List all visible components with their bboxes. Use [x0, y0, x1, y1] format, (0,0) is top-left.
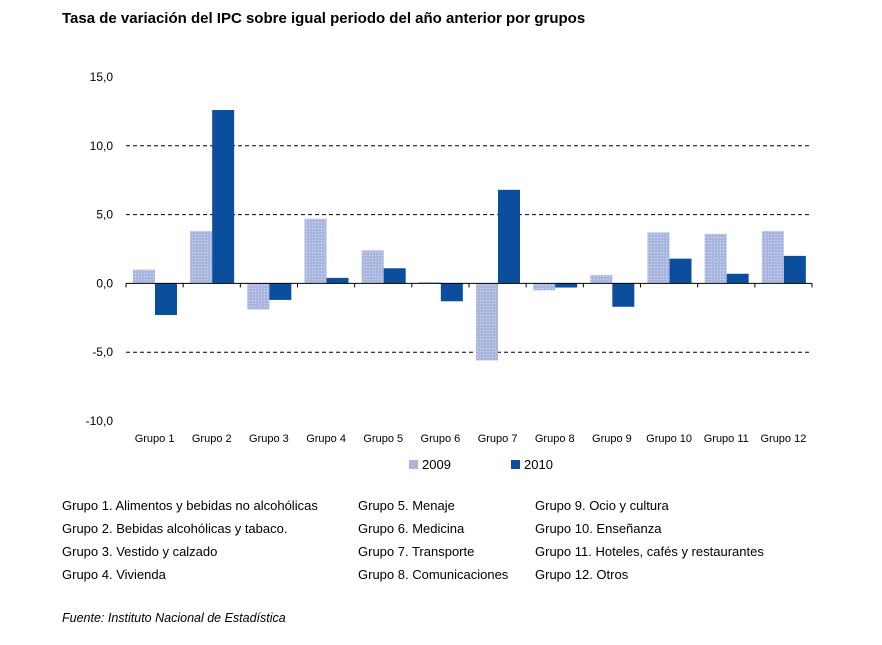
- bar-2010-grupo-9: [612, 283, 635, 307]
- notes-column-2: Grupo 5. Menaje Grupo 6. Medicina Grupo …: [358, 497, 508, 589]
- note-item: Grupo 4. Vivienda: [62, 567, 166, 582]
- bar-2010-grupo-7: [498, 189, 520, 284]
- bar-2010-grupo-10: [669, 258, 692, 284]
- bar-2009-grupo-2: [190, 231, 213, 284]
- x-tick-label: Grupo 5: [363, 433, 403, 445]
- y-tick-label: 10,0: [90, 139, 114, 153]
- y-axis-ticks: 15,0 10,0 5,0 0,0 -5,0 -10,0: [86, 70, 114, 428]
- bar-2010-grupo-12: [783, 255, 806, 284]
- bar-2009-grupo-8: [533, 283, 556, 291]
- notes-column-3: Grupo 9. Ocio y cultura Grupo 10. Enseña…: [535, 497, 764, 589]
- x-tick-label: Grupo 11: [704, 433, 749, 445]
- bar-2010-grupo-3: [269, 283, 292, 300]
- x-tick-label: Grupo 8: [535, 433, 575, 445]
- legend-swatch-2010: [511, 460, 520, 469]
- bar-2009-grupo-7: [476, 283, 498, 361]
- x-tick-label: Grupo 4: [306, 433, 346, 445]
- legend-item-2009: 2009: [409, 457, 451, 472]
- chart-title: Tasa de variación del IPC sobre igual pe…: [62, 10, 586, 27]
- y-tick-label: -5,0: [92, 345, 113, 359]
- legend-item-2010: 2010: [511, 457, 553, 472]
- x-tick-label: Grupo 2: [192, 433, 232, 445]
- notes-column-1: Grupo 1. Alimentos y bebidas no alcohóli…: [62, 497, 318, 589]
- legend-swatch-2009: [409, 460, 418, 469]
- bar-2009-grupo-1: [133, 269, 155, 284]
- x-axis-labels: Grupo 1 Grupo 2 Grupo 3 Grupo 4 Grupo 5 Grupo…: [135, 433, 807, 445]
- y-tick-label: 5,0: [96, 208, 113, 222]
- bar-2010-grupo-4: [326, 277, 349, 284]
- bar-2009-grupo-6: [418, 282, 441, 284]
- note-item: Grupo 10. Enseñanza: [535, 521, 662, 536]
- legend-label-2010: 2010: [524, 457, 553, 472]
- bar-2010-grupo-1: [155, 283, 177, 316]
- bar-2010-grupo-6: [440, 283, 463, 302]
- source-note: Fuente: Instituto Nacional de Estadístic…: [62, 611, 286, 625]
- bars: [133, 110, 806, 361]
- bar-2009-grupo-12: [761, 231, 784, 284]
- bar-2009-grupo-11: [704, 233, 727, 284]
- bar-2009-grupo-9: [590, 275, 613, 284]
- note-item: Grupo 1. Alimentos y bebidas no alcohóli…: [62, 498, 318, 513]
- note-item: Grupo 8. Comunicaciones: [358, 567, 509, 582]
- bar-2009-grupo-3: [247, 283, 270, 310]
- bar-2010-grupo-8: [555, 283, 578, 288]
- x-tick-label: Grupo 12: [760, 433, 806, 445]
- note-item: Grupo 12. Otros: [535, 567, 629, 582]
- y-tick-label: 15,0: [90, 70, 114, 84]
- note-item: Grupo 11. Hoteles, cafés y restaurantes: [535, 544, 764, 559]
- note-item: Grupo 6. Medicina: [358, 521, 465, 536]
- bar-2009-grupo-10: [647, 232, 670, 284]
- bar-chart: 15,010,05,00,0-5,0-10,0 Grupo 1 Grupo 2 Gr…: [86, 70, 813, 445]
- bar-2009-grupo-4: [304, 218, 327, 284]
- note-item: Grupo 3. Vestido y calzado: [62, 544, 218, 559]
- x-tick-label: Grupo 3: [249, 433, 289, 445]
- note-item: Grupo 5. Menaje: [358, 498, 455, 513]
- y-tick-label: 0,0: [96, 276, 113, 290]
- legend-label-2009: 2009: [422, 457, 451, 472]
- y-tick-label: -10,0: [86, 414, 114, 428]
- bar-2010-grupo-11: [726, 273, 749, 284]
- note-item: Grupo 9. Ocio y cultura: [535, 498, 669, 513]
- bar-2009-grupo-5: [361, 250, 384, 284]
- note-item: Grupo 2. Bebidas alcohólicas y tabaco.: [62, 521, 288, 536]
- x-tick-label: Grupo 7: [478, 433, 518, 445]
- bar-2010-grupo-2: [212, 110, 235, 284]
- x-tick-label: Grupo 6: [421, 433, 461, 445]
- x-tick-label: Grupo 10: [646, 433, 692, 445]
- gridlines: [126, 145, 812, 353]
- x-tick-label: Grupo 1: [135, 433, 175, 445]
- x-tick-label: Grupo 9: [592, 433, 632, 445]
- bar-2010-grupo-5: [383, 268, 406, 284]
- note-item: Grupo 7. Transporte: [358, 544, 475, 559]
